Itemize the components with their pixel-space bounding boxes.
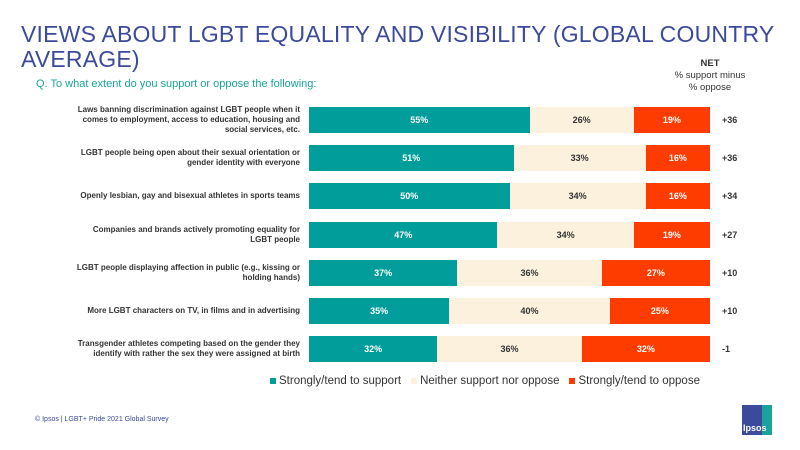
bar-segment: 51% <box>309 145 514 172</box>
bar-segment: 47% <box>309 221 498 248</box>
question-text: Q. To what extent do you support or oppo… <box>36 78 317 90</box>
net-value: +36 <box>722 115 738 125</box>
category-label: More LGBT characters on TV, in films and… <box>87 306 300 315</box>
category-label: LGBT people displaying affection in publ… <box>76 262 300 282</box>
legend-item: Strongly/tend to support <box>270 375 401 387</box>
bar-segment: 36% <box>457 259 602 286</box>
legend-swatch <box>569 378 576 384</box>
legend-item: Neither support nor oppose <box>411 375 559 387</box>
category-label: LGBT people being open about their sexua… <box>80 148 300 168</box>
bar-segment: 16% <box>645 145 710 172</box>
category-label: Openly lesbian, gay and bisexual athlete… <box>80 191 300 201</box>
bar-segment: 33% <box>513 145 646 172</box>
legend: Strongly/tend to support Neither support … <box>270 375 700 387</box>
net-line1: % support minus <box>674 70 746 81</box>
net-value: +10 <box>722 267 738 278</box>
category-label: Transgender athletes competing based on … <box>77 339 300 359</box>
net-value: +36 <box>722 153 738 164</box>
net-value: +27 <box>722 229 738 240</box>
legend-label: Neither support nor oppose <box>420 375 560 387</box>
legend-label: Strongly/tend to oppose <box>578 375 700 387</box>
bar-segment: 19% <box>633 221 710 248</box>
ipsos-logo: Ipsos <box>742 405 772 435</box>
legend-swatch <box>270 378 276 384</box>
bar-segment: 19% <box>633 107 710 133</box>
legend-item: Strongly/tend to oppose <box>569 375 700 387</box>
category-label: Companies and brands actively promoting … <box>92 224 300 244</box>
bar-segment: 55% <box>309 107 530 133</box>
legend-label: Strongly/tend to support <box>279 375 402 387</box>
bar-segment: 27% <box>601 259 710 286</box>
bar-segment: 36% <box>437 336 582 363</box>
chart-title: VIEWS ABOUT LGBT EQUALITY AND VISIBILITY… <box>21 21 774 72</box>
net-title: NET <box>700 58 720 69</box>
net-value: -1 <box>722 344 731 355</box>
bar-segment: 32% <box>581 336 710 363</box>
bar-segment: 34% <box>509 183 646 210</box>
bar-segment: 25% <box>609 298 710 324</box>
bar-segment: 32% <box>309 336 438 363</box>
net-line2: % oppose <box>688 82 732 93</box>
bar-segment: 34% <box>497 221 634 248</box>
bar-segment: 26% <box>529 107 634 133</box>
bar-segment: 37% <box>309 259 458 286</box>
footer-source: © Ipsos | LGBT+ Pride 2021 Global Survey <box>35 416 169 423</box>
bar-segment: 35% <box>309 298 450 324</box>
legend-swatch <box>411 378 418 384</box>
net-value: +34 <box>722 191 738 202</box>
net-header: NET % support minus % oppose <box>660 58 760 94</box>
bar-segment: 40% <box>449 298 610 324</box>
category-label: Laws banning discrimination against LGBT… <box>77 105 300 134</box>
bar-segment: 16% <box>645 183 710 210</box>
net-value: +10 <box>722 306 738 316</box>
bar-segment: 50% <box>309 183 510 210</box>
